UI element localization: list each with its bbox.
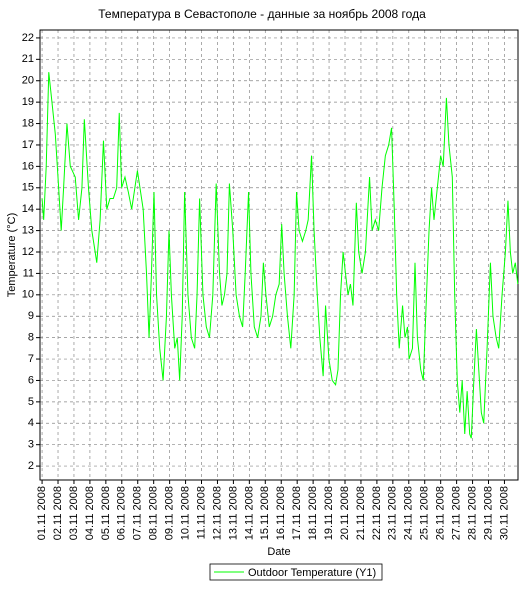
y-tick-label: 5 <box>28 396 34 408</box>
x-tick-label: 11.11 2008 <box>195 486 207 539</box>
y-tick-label: 6 <box>28 374 34 386</box>
x-tick-label: 30.11 2008 <box>498 486 510 540</box>
x-tick-label: 24.11 2008 <box>403 486 415 540</box>
y-tick-label: 14 <box>22 203 34 215</box>
x-tick-label: 03.11 2008 <box>68 486 80 540</box>
x-tick-label: 13.11 2008 <box>227 486 239 540</box>
x-tick-label: 29.11 2008 <box>482 486 494 540</box>
y-tick-label: 20 <box>22 75 34 87</box>
x-tick-label: 09.11 2008 <box>164 486 176 540</box>
chart-title: Температура в Севастополе - данные за но… <box>98 7 426 21</box>
y-tick-label: 11 <box>23 267 34 279</box>
y-tick-label: 13 <box>22 225 34 237</box>
y-tick-label: 3 <box>28 439 34 451</box>
y-tick-label: 7 <box>28 353 34 365</box>
y-tick-label: 9 <box>28 310 34 322</box>
y-tick-label: 2 <box>28 460 34 472</box>
x-tick-label: 18.11 2008 <box>307 486 319 540</box>
x-tick-label: 23.11 2008 <box>387 486 399 540</box>
y-tick-label: 12 <box>22 246 34 258</box>
x-tick-label: 08.11 2008 <box>148 486 160 540</box>
y-tick-label: 18 <box>22 117 34 129</box>
x-tick-label: 10.11 2008 <box>179 486 191 540</box>
y-tick-label: 15 <box>22 182 34 194</box>
x-tick-label: 12.11 2008 <box>211 486 223 540</box>
x-tick-label: 05.11 2008 <box>100 486 112 540</box>
x-tick-label: 19.11 2008 <box>323 486 335 540</box>
plot-border <box>39 29 519 481</box>
plot-area <box>40 30 518 480</box>
y-axis-label: Temperature (°C) <box>6 213 18 297</box>
y-tick-label: 8 <box>28 332 34 344</box>
y-tick-label: 22 <box>22 32 34 44</box>
x-tick-label: 28.11 2008 <box>466 486 478 540</box>
x-tick-label: 25.11 2008 <box>419 486 431 540</box>
y-tick-label: 16 <box>22 160 34 172</box>
y-tick-label: 17 <box>22 139 34 151</box>
x-tick-label: 14.11 2008 <box>243 486 255 540</box>
x-tick-label: 02.11 2008 <box>52 486 64 540</box>
x-tick-label: 17.11 2008 <box>291 486 303 540</box>
x-tick-label: 15.11 2008 <box>259 486 271 540</box>
y-tick-label: 19 <box>22 96 34 108</box>
x-tick-label: 06.11 2008 <box>116 486 128 540</box>
x-tick-label: 16.11 2008 <box>275 486 287 540</box>
x-tick-label: 27.11 2008 <box>451 486 463 540</box>
y-tick-label: 4 <box>28 417 34 429</box>
x-tick-label: 20.11 2008 <box>339 486 351 540</box>
x-tick-label: 22.11 2008 <box>371 486 383 540</box>
legend-label: Outdoor Temperature (Y1) <box>248 567 376 579</box>
x-axis-label: Date <box>267 546 290 558</box>
x-tick-label: 26.11 2008 <box>435 486 447 540</box>
x-tick-label: 21.11 2008 <box>355 486 367 540</box>
legend-box <box>209 563 383 581</box>
y-tick-label: 21 <box>22 53 34 65</box>
x-tick-label: 07.11 2008 <box>132 486 144 540</box>
x-tick-label: 01.11 2008 <box>36 486 48 540</box>
x-tick-label: 04.11 2008 <box>84 486 96 540</box>
data-line <box>41 72 519 439</box>
y-tick-label: 10 <box>22 289 34 301</box>
